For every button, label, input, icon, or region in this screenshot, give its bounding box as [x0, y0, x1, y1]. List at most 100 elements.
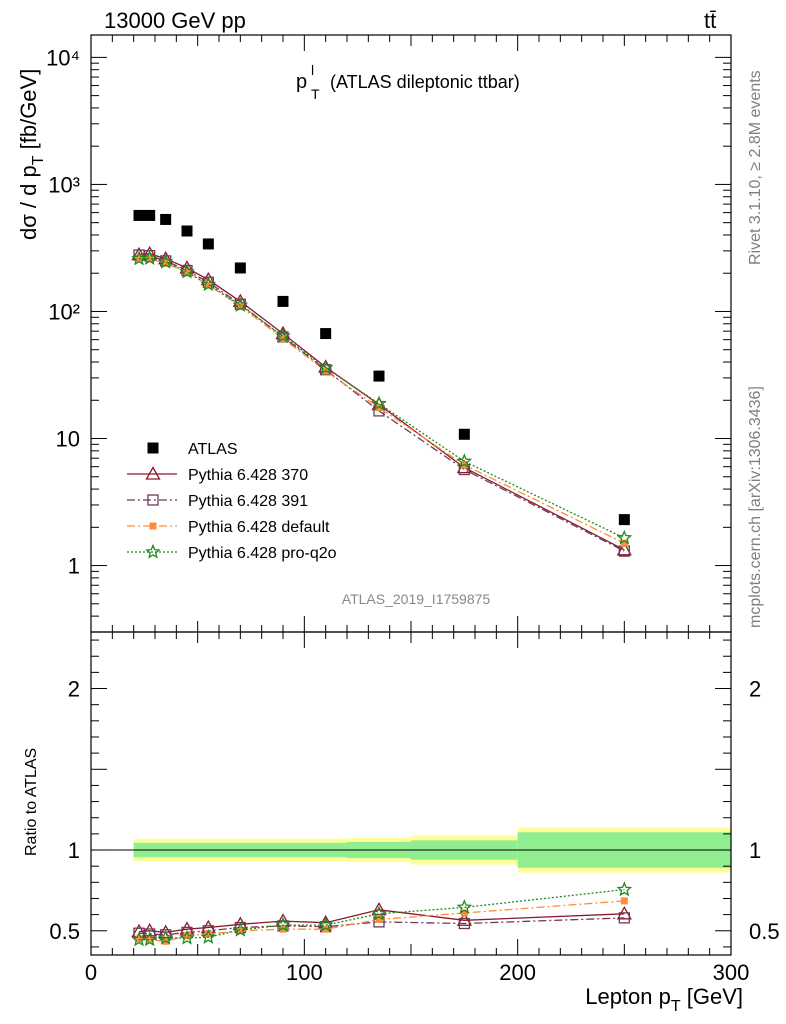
ratio-y-tick-label-right: 1	[749, 838, 761, 863]
rivet-label: Rivet 3.1.10, ≥ 2.8M events	[747, 70, 764, 265]
data-point	[200, 276, 217, 292]
ratio-point	[146, 936, 154, 944]
y-tick-label: 10³	[48, 172, 80, 197]
legend-entry-pythia-6-428-391: Pythia 6.428 391	[127, 493, 308, 510]
ratio-point	[183, 932, 191, 940]
svg-text:l: l	[311, 62, 314, 78]
svg-text:T: T	[311, 86, 320, 102]
legend-marker	[147, 442, 159, 454]
legend-marker	[147, 494, 159, 506]
analysis-id: ATLAS_2019_I1759875	[342, 591, 491, 607]
ratio-series-pythia-6-428-pro-q2o	[131, 881, 633, 947]
data-point	[618, 514, 630, 526]
main-panel	[131, 209, 633, 557]
legend-label: ATLAS	[188, 441, 238, 458]
ratio-point	[371, 901, 387, 916]
legend-marker	[145, 543, 161, 559]
ratio-y-tick-label: 2	[68, 677, 80, 702]
legend-marker	[149, 522, 157, 530]
ratio-point	[618, 912, 630, 924]
legend-marker	[145, 466, 161, 480]
main-frame	[90, 34, 732, 633]
ratio-point	[135, 935, 143, 943]
ratio-y-tick-label-right: 0.5	[749, 919, 780, 944]
data-point	[277, 295, 289, 307]
y-tick-label: 10	[56, 427, 80, 452]
data-point	[620, 539, 628, 547]
series-atlas	[133, 209, 630, 526]
ratio-point	[275, 916, 291, 932]
ratio-point	[616, 881, 633, 897]
ratio-point	[371, 905, 387, 921]
data-point	[616, 529, 633, 545]
data-point	[133, 209, 145, 221]
data-point	[202, 238, 214, 250]
legend-entry-pythia-6-428-pro-q2o: Pythia 6.428 pro-q2o	[127, 543, 337, 562]
mcplots-label: mcplots.cern.ch [arXiv:1306.3436]	[747, 386, 764, 628]
ratio-point	[204, 930, 212, 938]
x-axis-title: Lepton pT [GeV]	[585, 984, 743, 1015]
ratio-point	[456, 912, 472, 926]
ratio-series-pythia-6-428-default	[135, 897, 628, 945]
ratio-frame	[90, 631, 732, 956]
process-label: tt̄	[704, 8, 716, 33]
data-point	[236, 302, 244, 310]
data-point	[375, 404, 383, 412]
ratio-point	[456, 899, 473, 914]
data-point	[157, 253, 174, 269]
ratio-point	[322, 925, 330, 933]
data-point	[320, 364, 332, 376]
ratio-point	[158, 924, 174, 939]
energy-label: 13000 GeV pp	[104, 8, 246, 33]
ratio-point	[620, 897, 628, 905]
data-point	[160, 213, 172, 225]
data-point	[320, 328, 332, 340]
data-point	[183, 268, 191, 276]
legend-label: Pythia 6.428 default	[188, 519, 330, 536]
svg-text:(ATLAS dileptonic ttbar): (ATLAS dileptonic ttbar)	[330, 72, 520, 92]
data-point	[141, 250, 158, 265]
legend-entry-pythia-6-428-370: Pythia 6.428 370	[127, 466, 308, 484]
axes: 0 100 200 300 1 10 10² 10³ 10⁴ 0.5 0.5 1 1 2 2	[46, 34, 780, 985]
x-tick-label: 100	[286, 960, 323, 985]
x-tick-label: 200	[499, 960, 536, 985]
legend-label: Pythia 6.428 370	[188, 467, 308, 484]
ratio-y-axis-title: Ratio to ATLAS	[23, 748, 40, 856]
ratio-point	[236, 927, 244, 935]
ratio-y-tick-label-right: 2	[749, 677, 761, 702]
y-tick-label: 10⁴	[46, 45, 80, 70]
data-point	[146, 255, 154, 263]
plot-title: p l T (ATLAS dileptonic ttbar)	[296, 62, 520, 102]
legend-entry-pythia-6-428-default: Pythia 6.428 default	[127, 519, 330, 536]
ratio-point	[317, 916, 334, 932]
ratio-point	[375, 915, 383, 923]
data-point	[275, 327, 291, 343]
legend-label: Pythia 6.428 391	[188, 493, 308, 510]
data-point	[616, 542, 632, 556]
ratio-point	[157, 929, 174, 945]
main-y-axis-title: dσ / d pT [fb/GeV]	[16, 69, 47, 240]
data-point	[458, 428, 470, 440]
ratio-y-tick-label: 1	[68, 838, 80, 863]
x-tick-label: 0	[85, 960, 97, 985]
ratio-point	[142, 922, 158, 937]
ratio-point	[141, 931, 158, 947]
data-point	[317, 359, 334, 375]
ratio-point	[232, 921, 249, 937]
data-point	[456, 453, 473, 469]
ratio-bands	[91, 827, 731, 873]
legend: ATLAS Pythia 6.428 370 Pythia 6.428 391 Pyt…	[127, 441, 337, 562]
legend-label: Pythia 6.428 pro-q2o	[188, 545, 337, 562]
y-tick-label: 1	[68, 554, 80, 579]
x-tick-label: 300	[713, 960, 750, 985]
y-tick-label: 10²	[48, 299, 80, 324]
data-point	[373, 370, 385, 382]
data-point	[232, 297, 249, 312]
data-point	[371, 395, 387, 411]
ratio-panel	[131, 881, 633, 947]
ratio-point	[458, 917, 470, 930]
legend-entry-atlas: ATLAS	[147, 441, 238, 458]
ratio-point	[460, 909, 468, 917]
data-point	[144, 209, 156, 221]
